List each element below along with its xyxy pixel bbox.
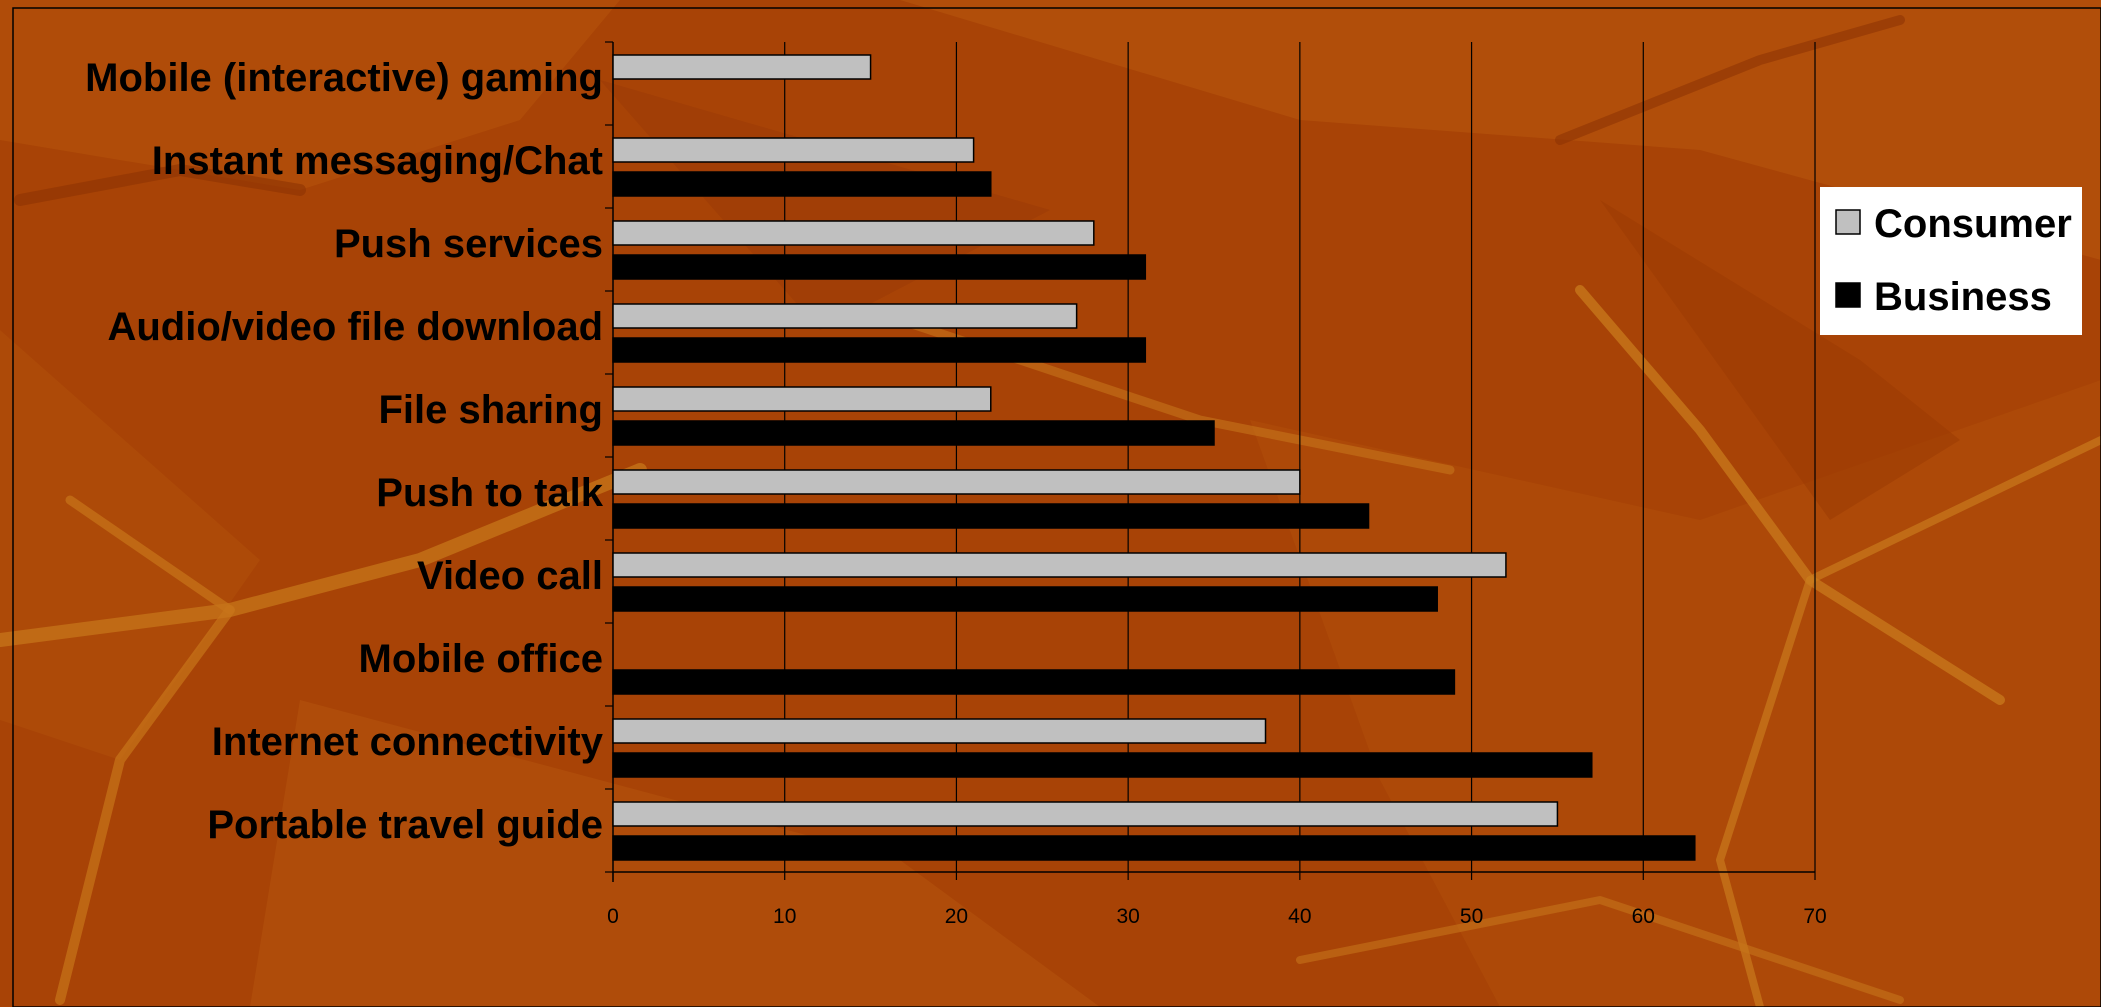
bar-consumer: [612, 386, 992, 412]
bar-consumer: [612, 801, 1559, 827]
bar-business: [612, 337, 1147, 363]
legend-label-business: Business: [1874, 275, 2052, 319]
category-label: Video call: [417, 554, 603, 598]
bar-consumer: [612, 137, 975, 163]
bar-consumer: [612, 303, 1078, 329]
frame-border: [12, 7, 2101, 1007]
x-tick-label: 30: [1116, 905, 1139, 928]
category-label: Push to talk: [376, 471, 603, 515]
category-label: Mobile (interactive) gaming: [85, 56, 603, 100]
bar-business: [612, 503, 1370, 529]
x-tick-label: 20: [945, 905, 968, 928]
legend: Consumer Business: [1820, 187, 2082, 335]
category-label: Internet connectivity: [212, 720, 604, 764]
bar-business: [612, 420, 1215, 446]
x-tick-label: 40: [1288, 905, 1311, 928]
bar-business: [612, 254, 1147, 280]
bar-business: [612, 835, 1696, 861]
bar-consumer: [612, 54, 872, 80]
x-tick-label: 60: [1632, 905, 1655, 928]
legend-label-consumer: Consumer: [1874, 202, 2072, 246]
bar-business: [612, 669, 1456, 695]
legend-swatch-business: [1835, 282, 1861, 308]
category-label: Portable travel guide: [207, 803, 603, 847]
category-label: Instant messaging/Chat: [152, 139, 603, 183]
legend-box: [1820, 187, 2082, 335]
category-label: Push services: [334, 222, 603, 266]
category-label: Mobile office: [359, 637, 603, 681]
bar-consumer: [612, 552, 1507, 578]
category-label: Audio/video file download: [107, 305, 603, 349]
bar-business: [612, 752, 1593, 778]
bar-consumer: [612, 469, 1301, 495]
bar-business: [612, 586, 1438, 612]
bar-consumer: [612, 220, 1095, 246]
bar-business: [612, 171, 992, 197]
bar-consumer: [612, 718, 1267, 744]
x-tick-label: 0: [607, 905, 619, 928]
x-tick-label: 10: [773, 905, 796, 928]
category-label: File sharing: [379, 388, 604, 432]
legend-swatch-consumer: [1835, 209, 1861, 235]
x-tick-label: 50: [1460, 905, 1483, 928]
plot-area: 0 10 20 30 40 50 60 70 Mobile (interactive) gami…: [85, 41, 2082, 928]
x-tick-label: 70: [1803, 905, 1826, 928]
